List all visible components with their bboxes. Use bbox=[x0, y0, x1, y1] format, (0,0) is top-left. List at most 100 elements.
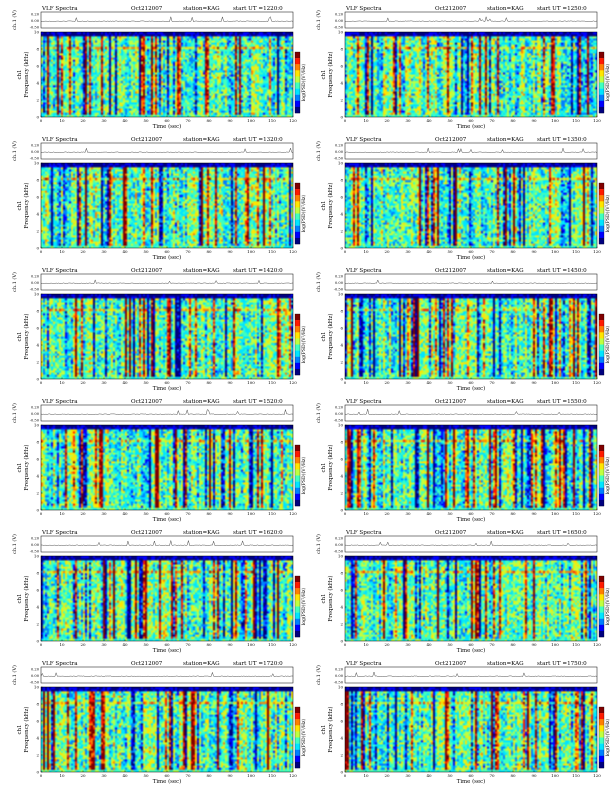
colorbar-segment bbox=[295, 755, 300, 763]
colorbar-segment bbox=[599, 749, 604, 756]
y-tick-label: 8 bbox=[36, 702, 39, 707]
waveform-frame bbox=[40, 535, 294, 553]
y-tick-label: 4 bbox=[36, 343, 39, 348]
colorbar-segment bbox=[295, 219, 300, 226]
waveform-ylabel: ch.1 (V) bbox=[11, 10, 18, 30]
waveform-tick-label: 0.00 bbox=[335, 150, 344, 154]
y-tick-label: 10 bbox=[34, 554, 40, 559]
x-tick-label: 20 bbox=[384, 773, 390, 778]
spectrogram-svg: VLF Spectra Oct212007 station=KAG start UT … bbox=[315, 268, 611, 392]
y-tick-label: 6 bbox=[340, 195, 343, 200]
x-tick-label: 50 bbox=[447, 511, 453, 516]
colorbar-frame bbox=[598, 313, 605, 376]
x-tick-label: 0 bbox=[344, 773, 347, 778]
x-tick-label: 70 bbox=[489, 773, 495, 778]
waveform-ylabel: ch.1 (V) bbox=[315, 272, 322, 292]
colorbar-segment bbox=[599, 219, 604, 226]
x-tick-label: 40 bbox=[122, 642, 128, 647]
x-tick-label: 20 bbox=[80, 511, 86, 516]
x-tick-label: 90 bbox=[531, 380, 537, 385]
panel-start-ut: start UT =1620:0 bbox=[233, 530, 283, 536]
colorbar-segment bbox=[599, 588, 604, 595]
colorbar-label: log(PSD)(V²/Hz) bbox=[604, 719, 611, 757]
x-tick-label: 100 bbox=[551, 773, 559, 778]
x-tick-label: 10 bbox=[363, 249, 369, 254]
spectrogram-image bbox=[345, 556, 597, 641]
y-tick-label: 8 bbox=[340, 440, 343, 445]
waveform-tick-label: 0.00 bbox=[31, 543, 40, 547]
x-tick-label: 40 bbox=[426, 380, 432, 385]
x-tick-label: 90 bbox=[227, 511, 233, 516]
x-axis-label: Time (sec) bbox=[153, 778, 182, 785]
x-tick-label: 120 bbox=[289, 249, 297, 254]
y-tick-label: 10 bbox=[34, 30, 40, 35]
x-tick-label: 40 bbox=[122, 118, 128, 123]
y-axis-channel-label: ch1 bbox=[17, 594, 23, 604]
colorbar-segment bbox=[295, 463, 300, 470]
spectrogram-image bbox=[41, 556, 293, 641]
x-tick-label: 80 bbox=[206, 249, 212, 254]
x-tick-label: 40 bbox=[426, 773, 432, 778]
x-tick-label: 120 bbox=[593, 773, 601, 778]
colorbar-segment bbox=[295, 207, 300, 214]
x-tick-label: 120 bbox=[593, 118, 601, 123]
x-tick-label: 100 bbox=[551, 118, 559, 123]
colorbar-segment bbox=[295, 481, 300, 488]
x-tick-label: 60 bbox=[164, 380, 170, 385]
waveform-tick-label: 0.20 bbox=[335, 274, 344, 278]
colorbar-segment bbox=[295, 469, 300, 476]
panel-title: VLF Spectra bbox=[41, 268, 78, 274]
spectrogram-image bbox=[41, 163, 293, 248]
x-tick-label: 110 bbox=[268, 511, 276, 516]
x-tick-label: 90 bbox=[227, 118, 233, 123]
panel-start-ut: start UT =1450:0 bbox=[537, 268, 587, 274]
x-tick-label: 0 bbox=[40, 642, 43, 647]
spectrogram-image bbox=[345, 163, 597, 248]
y-tick-label: 10 bbox=[34, 685, 40, 690]
colorbar-segment bbox=[599, 326, 604, 333]
x-tick-label: 10 bbox=[363, 773, 369, 778]
panel-date: Oct212007 bbox=[435, 399, 467, 405]
colorbar-frame bbox=[294, 313, 301, 376]
panel-station: station=KAG bbox=[487, 399, 524, 405]
colorbar-segment bbox=[599, 457, 604, 464]
spectrogram-image bbox=[345, 687, 597, 772]
x-axis-label: Time (sec) bbox=[153, 385, 182, 392]
colorbar-segment bbox=[599, 100, 604, 108]
colorbar-segment bbox=[599, 106, 604, 114]
colorbar-segment bbox=[295, 183, 300, 190]
waveform-tick-label: 0.00 bbox=[335, 674, 344, 678]
colorbar-segment bbox=[599, 606, 604, 613]
x-tick-label: 60 bbox=[468, 773, 474, 778]
colorbar-segment bbox=[599, 356, 604, 363]
waveform-tick-label: -0.50 bbox=[334, 680, 344, 684]
colorbar-segment bbox=[599, 463, 604, 470]
colorbar-frame bbox=[294, 575, 301, 638]
x-tick-label: 20 bbox=[384, 642, 390, 647]
colorbar-segment bbox=[599, 582, 604, 589]
y-axis-label: Frequency (kHz) bbox=[23, 183, 30, 229]
colorbar-segment bbox=[599, 64, 604, 71]
x-tick-label: 110 bbox=[572, 511, 580, 516]
colorbar-frame bbox=[598, 182, 605, 245]
colorbar-segment bbox=[295, 451, 300, 458]
x-tick-label: 100 bbox=[247, 249, 255, 254]
y-tick-label: 0 bbox=[36, 377, 39, 382]
waveform-tick-label: 0.20 bbox=[335, 667, 344, 671]
y-tick-label: 6 bbox=[340, 719, 343, 724]
x-tick-label: 0 bbox=[40, 118, 43, 123]
colorbar-segment bbox=[295, 493, 300, 501]
colorbar-segment bbox=[295, 457, 300, 464]
waveform-tick-label: 0.00 bbox=[31, 281, 40, 285]
panel-title: VLF Spectra bbox=[345, 137, 382, 143]
colorbar-segment bbox=[599, 469, 604, 476]
y-tick-label: 0 bbox=[340, 377, 343, 382]
colorbar-segment bbox=[295, 737, 300, 744]
x-tick-label: 120 bbox=[593, 642, 601, 647]
waveform-trace bbox=[344, 409, 598, 415]
x-tick-label: 110 bbox=[572, 773, 580, 778]
colorbar-segment bbox=[295, 332, 300, 339]
colorbar-frame bbox=[294, 444, 301, 507]
x-tick-label: 60 bbox=[164, 249, 170, 254]
colorbar-segment bbox=[295, 100, 300, 108]
